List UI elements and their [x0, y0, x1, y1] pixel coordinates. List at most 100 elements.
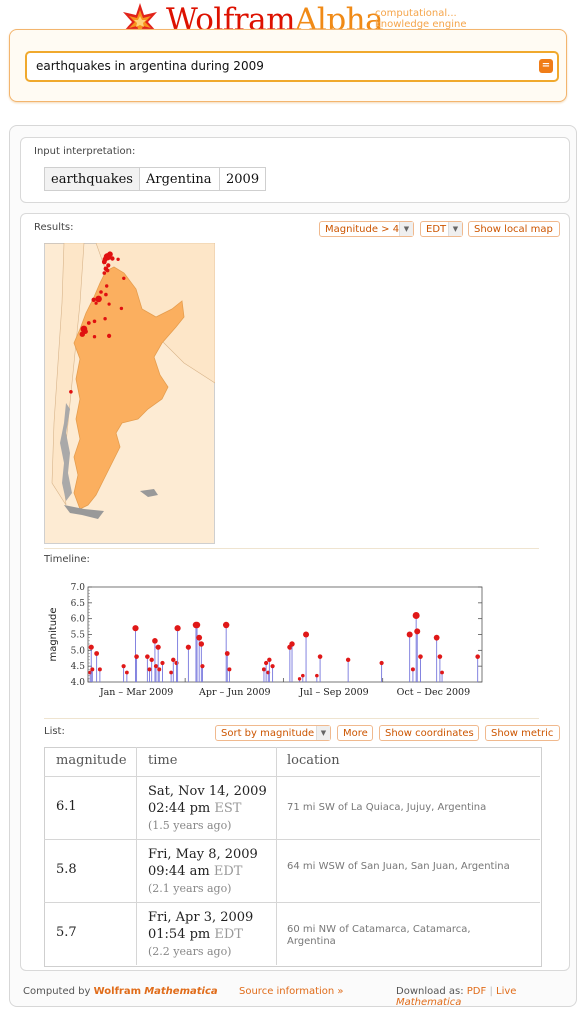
map-quake-marker	[105, 268, 110, 273]
map-quake-marker	[79, 331, 85, 337]
map-quake-marker	[86, 321, 91, 325]
chevron-down-icon: ▼	[448, 222, 462, 236]
show-local-map-button[interactable]: Show local map	[468, 221, 560, 237]
list-title: List:	[44, 726, 65, 737]
row-timezone: EST	[214, 801, 242, 816]
show-coordinates-button[interactable]: Show coordinates	[379, 725, 479, 741]
tagline: computational... knowledge engine	[375, 8, 467, 30]
show-metric-button[interactable]: Show metric	[485, 725, 560, 741]
y-tick-label: 6.5	[71, 599, 86, 609]
wolfram-link[interactable]: Wolfram	[93, 986, 142, 997]
row-time: Fri, Apr 3, 2009 01:54 pm EDT (2.2 years…	[148, 909, 253, 960]
quake-point	[88, 644, 94, 650]
quake-point	[132, 625, 139, 632]
earthquake-table	[44, 747, 542, 967]
x-tick-label: Jul – Sep 2009	[299, 687, 369, 698]
quake-point	[157, 667, 162, 672]
more-button[interactable]: More	[337, 725, 373, 741]
sort-by-label: Sort by magnitude	[221, 728, 315, 739]
timeline-title: Timeline:	[44, 554, 90, 565]
quake-point	[147, 667, 152, 672]
map-quake-marker	[110, 256, 115, 261]
y-tick-label: 4.5	[71, 662, 86, 672]
quake-point	[270, 664, 275, 669]
quake-point	[193, 621, 201, 629]
quake-point	[379, 660, 384, 666]
row-location: 64 mi WSW of San Juan, San Juan, Argenti…	[287, 861, 510, 872]
quake-point	[185, 644, 191, 650]
y-tick-label: 5.5	[71, 631, 86, 641]
timeline-chart: 4.0 4.5 5.0 5.5 6.0 6.5 7.0 magnitude Jan – Mar …	[48, 583, 483, 698]
search-query-text[interactable]: earthquakes in argentina during 2009	[36, 59, 264, 73]
timezone-label: EDT	[426, 224, 447, 235]
y-tick-label: 7.0	[71, 583, 86, 593]
quake-point	[264, 660, 269, 666]
quake-point	[90, 667, 95, 672]
coastline-islands	[64, 489, 158, 519]
quake-point	[261, 667, 266, 672]
row-magnitude: 6.1	[56, 799, 77, 814]
map-quake-marker	[103, 317, 107, 321]
table-col-divider	[136, 747, 137, 965]
quake-point	[124, 670, 129, 675]
magnitude-filter-label: Magnitude > 4	[325, 224, 400, 235]
magnitude-filter-select[interactable]: Magnitude > 4 ▼	[319, 221, 414, 237]
mathematica-link[interactable]: Mathematica	[144, 986, 218, 997]
quake-point	[153, 664, 159, 669]
header-time: time	[148, 753, 178, 768]
row-ago: (2.1 years ago)	[148, 882, 232, 895]
map-quake-marker	[104, 292, 108, 297]
quake-point	[410, 667, 415, 672]
live-mathematica-link[interactable]: Mathematica	[396, 997, 462, 1008]
row-clock-time: 09:44 am	[148, 864, 210, 879]
quake-point	[345, 657, 351, 663]
quake-point	[155, 644, 161, 650]
quake-point	[94, 651, 100, 656]
quake-point	[303, 631, 310, 638]
map-quake-marker	[102, 271, 107, 275]
live-link[interactable]: Live	[496, 986, 517, 997]
quake-point	[171, 657, 176, 663]
quake-point	[152, 638, 158, 644]
x-tick-label: Apr – Jun 2009	[198, 687, 271, 698]
map-quake-marker	[105, 284, 109, 288]
quake-point	[227, 667, 232, 672]
search-go-button[interactable]: =	[539, 59, 553, 73]
quake-point	[317, 654, 323, 659]
argentina-quake-map	[44, 243, 215, 544]
map-quake-marker	[99, 290, 103, 294]
sort-by-select[interactable]: Sort by magnitude ▼	[215, 725, 331, 741]
row-date: Sat, Nov 14, 2009	[148, 784, 267, 799]
quake-point	[134, 654, 139, 659]
quake-point	[289, 641, 295, 647]
map-quake-marker	[116, 257, 120, 261]
row-date: Fri, May 8, 2009	[148, 847, 258, 862]
quake-point	[145, 654, 150, 659]
table-row-divider	[44, 839, 540, 840]
divider	[44, 548, 539, 549]
search-input[interactable]	[25, 51, 559, 82]
map-quake-marker	[119, 306, 124, 311]
quake-point	[196, 634, 203, 641]
argentina-shape	[73, 266, 185, 510]
download-pdf-link[interactable]: PDF	[466, 986, 487, 997]
header-magnitude: magnitude	[56, 753, 127, 768]
source-information-link[interactable]: Source information »	[239, 986, 344, 997]
quake-point	[414, 628, 421, 635]
row-ago: (2.2 years ago)	[148, 945, 232, 958]
timezone-select[interactable]: EDT ▼	[420, 221, 463, 237]
y-tick-label: 6.0	[71, 615, 86, 625]
table-col-divider	[276, 747, 277, 965]
map-quake-marker	[101, 259, 107, 265]
row-clock-time: 02:44 pm	[148, 801, 211, 816]
wolfram-star-logo-icon	[123, 3, 157, 41]
quake-point	[315, 673, 319, 678]
row-ago: (1.5 years ago)	[148, 819, 232, 832]
divider	[44, 718, 539, 719]
table-row-divider	[44, 902, 540, 903]
download-divider: |	[489, 986, 493, 997]
chevron-down-icon: ▼	[399, 222, 413, 236]
quake-point	[198, 641, 205, 647]
map-quake-marker	[95, 295, 102, 303]
row-time: Fri, May 8, 2009 09:44 am EDT (2.1 years…	[148, 846, 258, 897]
